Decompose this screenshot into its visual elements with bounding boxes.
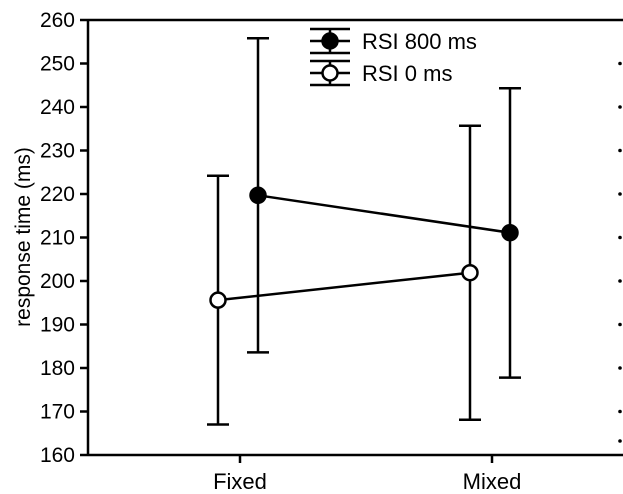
right-edge-tick [618,235,622,240]
y-ticks: 160 170 180 190 200 210 220 230 240 250 260 [40,9,88,467]
y-tick-label: 260 [40,9,75,32]
x-tick-label: Fixed [213,469,267,494]
y-tick-label: 230 [40,140,75,163]
legend-label: RSI 0 ms [362,61,452,86]
legend-label: RSI 800 ms [362,29,477,54]
series-line [217,271,471,302]
right-edge-tick [618,192,622,196]
data-point [501,223,519,242]
right-edge-tick [618,366,622,370]
y-tick-label: 240 [40,96,75,119]
legend: RSI 800 ms RSI 0 ms [310,27,477,87]
data-point [461,263,479,282]
legend-symbol-marker [321,32,339,50]
data-point [209,291,227,309]
y-tick-label: 160 [40,444,75,467]
y-tick-label: 190 [40,314,75,337]
series-line [257,194,511,234]
right-edge-tick [618,409,622,414]
series-rsi-800 [247,37,521,379]
series-layer [207,37,521,426]
y-tick-label: 210 [40,227,75,250]
y-tick-label: 170 [40,401,75,424]
y-tick-label: 220 [40,183,75,206]
right-edge-tick [618,61,622,66]
right-edge-tick [618,105,622,109]
right-edge-ticks [618,61,622,443]
right-edge-tick [618,322,622,327]
right-edge-tick [618,148,622,153]
y-axis-label: response time (ms) [12,147,35,327]
y-tick-label: 250 [40,53,75,76]
series-rsi-0 [207,124,481,426]
legend-item: RSI 0 ms [310,59,452,87]
y-tick-label: 200 [40,270,75,293]
y-tick-label: 180 [40,357,75,380]
legend-item: RSI 800 ms [310,27,477,55]
right-edge-tick [618,279,622,283]
data-point [249,186,267,205]
right-edge-tick [618,439,622,443]
x-tick-label: Mixed [463,469,522,494]
x-ticks: Fixed Mixed [213,455,521,494]
legend-symbol-marker [321,64,339,82]
